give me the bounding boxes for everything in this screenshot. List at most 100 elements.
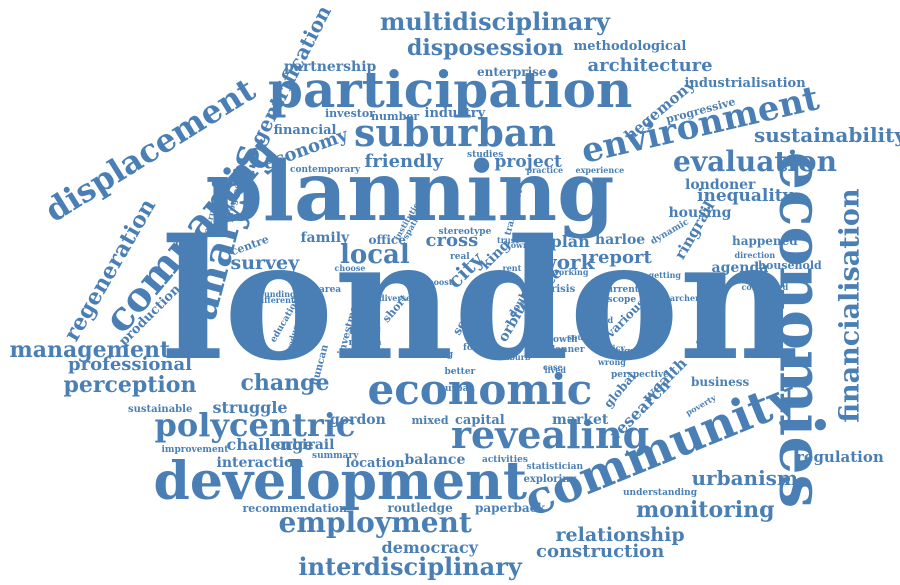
cloud-word: office [368, 233, 406, 247]
cloud-word: agenda [711, 260, 769, 276]
cloud-word: current [601, 284, 639, 295]
cloud-word: crisis [545, 284, 576, 295]
cloud-word: suburb [499, 352, 531, 362]
cloud-word: project [494, 151, 562, 172]
cloud-word: lived [544, 365, 566, 375]
cloud-word: urban [445, 383, 475, 394]
cloud-word: urbanism [691, 466, 799, 490]
cloud-word: improvement [161, 444, 229, 455]
cloud-word: design [603, 346, 637, 357]
cloud-word: methodological [573, 38, 687, 54]
cloud-word: challenge [226, 435, 314, 454]
cloud-word: form [463, 342, 488, 353]
cloud-word: struggle [212, 398, 288, 417]
cloud-word: work [539, 250, 595, 274]
cloud-word: understanding [623, 487, 697, 498]
cloud-word: policy [598, 343, 626, 353]
cloud-word: perspective [611, 369, 669, 380]
cloud-word: interaction [216, 455, 304, 471]
cloud-word: polycentric [154, 406, 356, 444]
cloud-word: plan [550, 232, 590, 251]
cloud-word: participation [268, 60, 633, 119]
cloud-word: public [349, 324, 381, 335]
cloud-word: scope [607, 294, 637, 305]
cloud-word: service [347, 347, 383, 358]
cloud-word: regulation [796, 447, 884, 466]
cloud-word: experience [575, 165, 625, 175]
cloud-word: statistician [526, 461, 584, 472]
cloud-word: harloe [595, 232, 646, 248]
cloud-word: planner [545, 344, 585, 355]
cloud-word: wrong [598, 357, 626, 367]
cloud-word: industry [424, 105, 486, 121]
cloud-word: sustainability [754, 123, 900, 147]
cloud-word: area [319, 284, 342, 295]
cloud-word: investor [325, 106, 375, 120]
cloud-word: perception [63, 372, 197, 398]
cloud-word: suburban [354, 110, 557, 155]
cloud-word: world [351, 312, 380, 323]
cloud-word: practice [526, 165, 564, 175]
cloud-word: capital [455, 412, 505, 428]
cloud-word: cross [425, 230, 479, 251]
cloud-word: concerned [741, 282, 789, 292]
cloud-word: activities [482, 454, 528, 465]
cloud-word: change [240, 370, 330, 396]
cloud-word: balance [404, 452, 466, 468]
cloud-word: different [255, 295, 295, 305]
cloud-word: architecture [587, 55, 713, 76]
cloud-word: recommendation [242, 501, 348, 515]
cloud-word: orbirail [275, 437, 335, 453]
cloud-word: financial [273, 122, 337, 138]
cloud-word: disposession [407, 35, 564, 61]
cloud-word: interdisciplinary [298, 552, 522, 581]
cloud-word: rent [502, 263, 522, 273]
cloud-word: london [161, 202, 800, 397]
cloud-word: working [552, 267, 589, 277]
cloud-word: number [371, 109, 420, 123]
cloud-word: funding [260, 289, 296, 299]
cloud-word: studies [467, 149, 504, 160]
cloud-word: democracy [381, 538, 479, 557]
cloud-word: housing [668, 205, 732, 221]
cloud-word: friendly [364, 151, 444, 172]
cloud-word: stereotype [438, 226, 492, 237]
cloud-word: construction [536, 541, 665, 562]
cloud-word: enterprise [477, 65, 547, 79]
cloud-word: sustainable [128, 404, 193, 415]
cloud-word: halg [431, 349, 454, 360]
cloud-word: employment [278, 506, 472, 539]
cloud-word: financialisation [834, 187, 866, 423]
cloud-word: business [691, 375, 750, 389]
cloud-word: family [300, 230, 350, 246]
cloud-word: professional [68, 354, 192, 375]
cloud-word: case [543, 362, 563, 372]
cloud-word: happened [732, 234, 798, 248]
cloud-word: multidisciplinary [380, 7, 610, 36]
cloud-word: diverse [379, 293, 412, 303]
cloud-word: development [153, 451, 527, 512]
cloud-word: economic [367, 365, 593, 414]
cloud-word: evaluation [673, 145, 837, 178]
cloud-word: relationship [555, 523, 685, 546]
cloud-word: exploring [523, 474, 577, 485]
cloud-word: gordon [330, 412, 386, 428]
cloud-word: survey [230, 251, 300, 274]
cloud-word: planning [205, 144, 615, 240]
cloud-word: better [444, 366, 476, 377]
cloud-word: trust [497, 235, 519, 245]
cloud-word: direction [734, 250, 776, 260]
cloud-word: real [450, 251, 470, 262]
cloud-word: researcher [651, 293, 700, 303]
cloud-word: boost [428, 277, 453, 287]
cloud-word: paperback [475, 501, 546, 515]
cloud-word: beyond [581, 315, 614, 325]
cloud-word: growth [542, 334, 578, 345]
cloud-word: routledge [387, 501, 453, 515]
cloud-word: town [507, 240, 529, 250]
cloud-word: local [340, 240, 410, 270]
cloud-word: south [567, 332, 593, 342]
cloud-word: milton [348, 337, 382, 348]
cloud-word: industrialisation [684, 75, 806, 91]
